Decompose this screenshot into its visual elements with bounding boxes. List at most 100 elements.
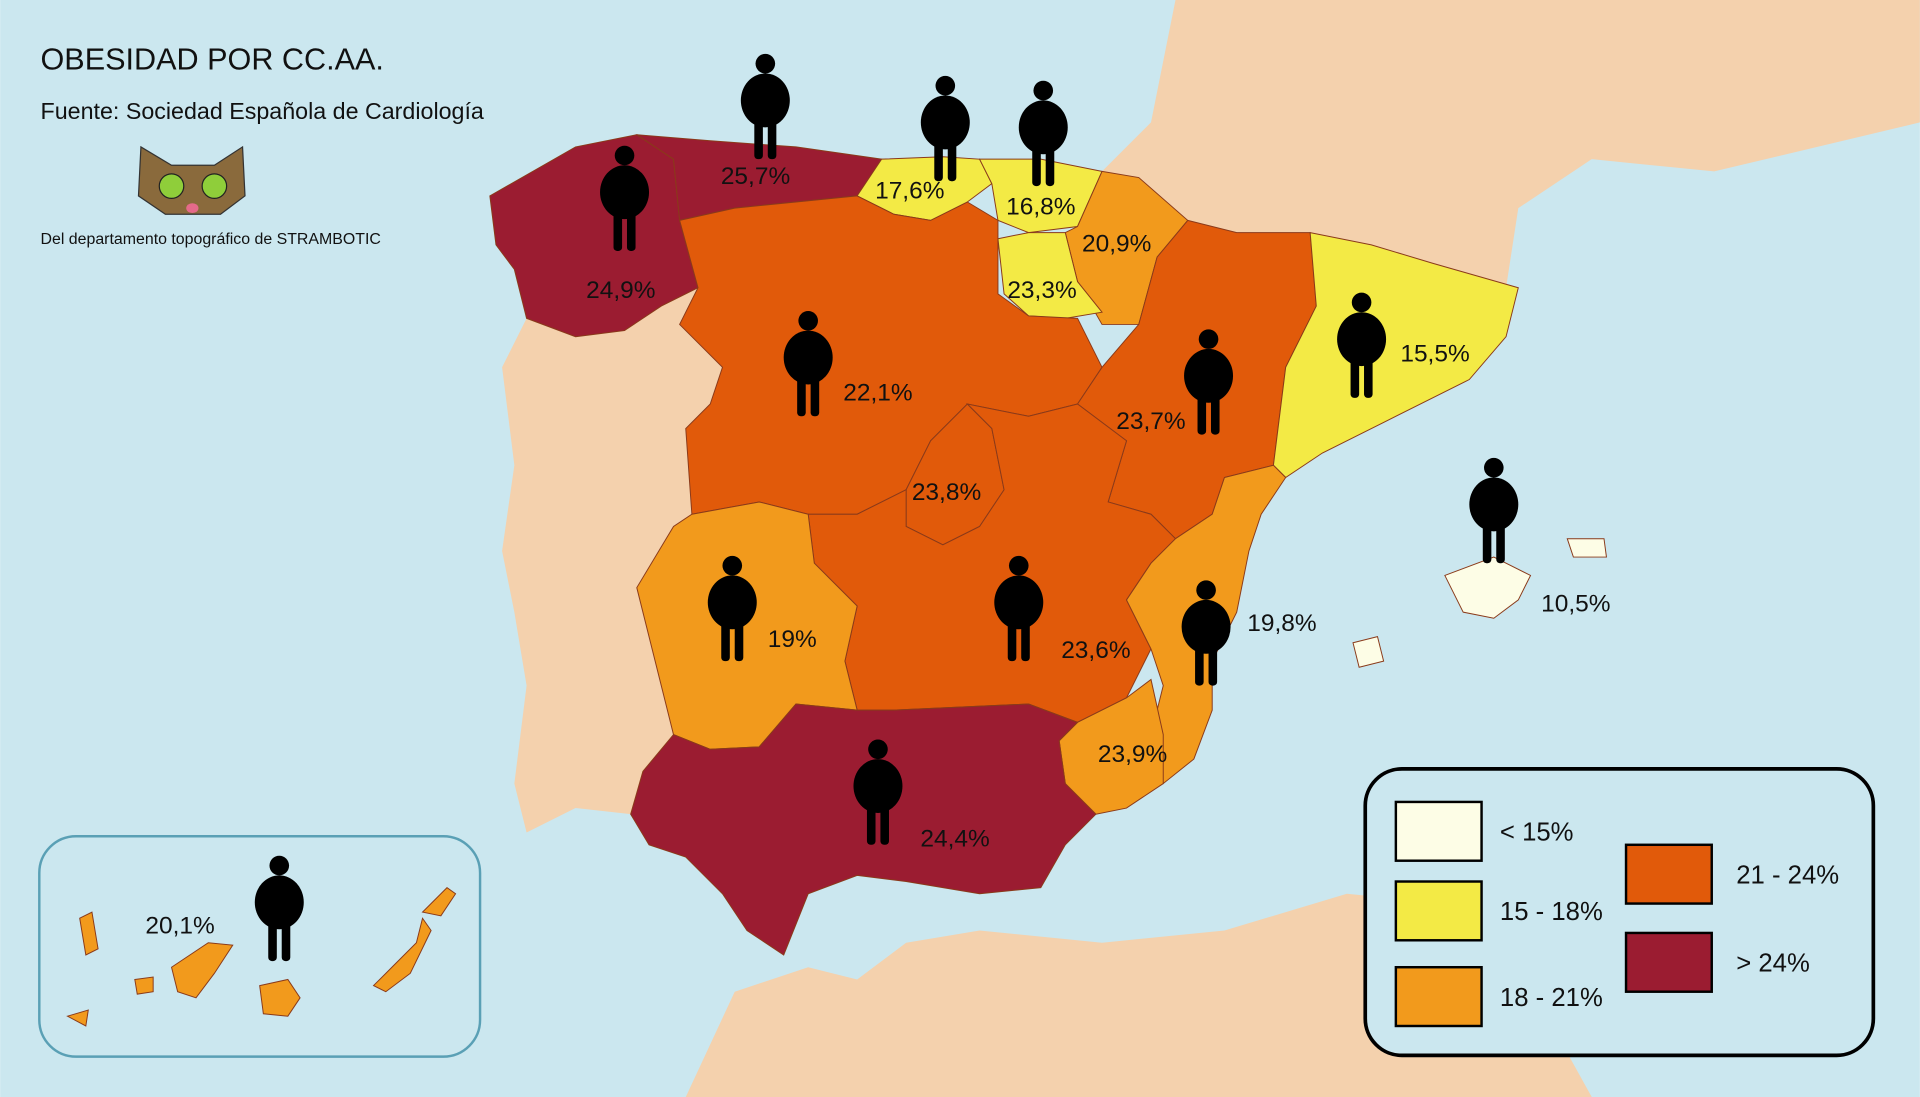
icon-leg [934,142,943,182]
icon-leg [1032,146,1041,187]
region [259,978,301,1017]
cat-logo [137,145,246,215]
icon-leg [734,621,744,662]
region-label: 15,5% [1400,341,1469,368]
icon-body [707,575,757,630]
region [134,976,154,995]
icon-head [1008,555,1029,576]
legend-label: 21 - 24% [1736,861,1839,889]
region [170,942,234,999]
icon-leg [1208,646,1218,686]
canarias-inset [38,834,482,1058]
icon-leg [1045,146,1055,187]
icon-leg [1482,524,1492,564]
region [1566,538,1608,558]
icon-leg [947,142,957,182]
person-icon [707,555,757,662]
legend-label: 18 - 21% [1500,984,1603,1012]
icon-body [1469,477,1519,532]
region-label: 23,3% [1007,277,1076,304]
icon-leg [1007,621,1017,662]
person-icon [994,555,1044,662]
region-label: 22,1% [843,380,912,407]
icon-leg [1496,524,1505,564]
region-label: 10,5% [1541,590,1610,617]
icon-head [755,53,776,74]
icon-leg [1210,395,1220,435]
region-label: 23,6% [1061,637,1130,664]
legend-label: > 24% [1736,950,1810,978]
icon-head [1351,292,1372,313]
region-label: 20,9% [1082,230,1151,257]
person-icon [1184,329,1234,435]
icon-leg [810,377,820,417]
title: OBESIDAD POR CC.AA. [41,42,384,76]
icon-leg [797,377,806,417]
legend-swatch [1394,880,1483,942]
icon-leg [1197,395,1207,435]
person-icon [740,53,790,160]
icon-leg [613,211,623,251]
icon-body [1184,348,1234,403]
icon-leg [721,621,730,662]
legend-label: 15 - 18% [1500,898,1603,926]
icon-head [1484,457,1504,478]
icon-leg [880,805,889,845]
person-icon [1181,580,1231,686]
region-label: 17,6% [875,178,944,205]
region-label: 19,8% [1247,610,1316,637]
icon-head [1033,80,1054,101]
icon-leg [268,921,277,962]
icon-body [1018,100,1068,155]
person-icon [783,310,833,417]
person-icon [920,75,970,182]
icon-body [740,73,790,128]
icon-head [1198,329,1219,349]
legend-swatch [1394,965,1483,1028]
icon-leg [866,805,876,845]
region-label: 23,9% [1098,741,1167,768]
icon-leg [626,211,636,251]
icon-head [935,75,956,96]
icon-body [600,165,650,220]
region [372,917,432,993]
region [1352,636,1385,668]
person-icon [1469,457,1519,564]
france [1102,0,1920,288]
person-icon [1337,292,1387,398]
icon-body [783,330,833,385]
icon-body [920,95,970,150]
region-label: 24,9% [586,277,655,304]
icon-head [1196,580,1216,600]
icon-leg [1195,646,1204,686]
icon-body [853,759,903,813]
icon-head [614,145,635,166]
region-label: 19% [768,626,817,653]
person-icon [853,739,903,845]
region [1064,170,1189,325]
region-label: 16,8% [1006,194,1075,221]
legend-swatch [1624,931,1713,993]
legend-swatch [1394,800,1483,862]
region [1272,232,1519,479]
person-icon [1018,80,1068,187]
icon-body [1337,312,1387,367]
region-label: 23,7% [1116,408,1185,435]
legend-swatch [1624,843,1713,905]
region-label: 23,8% [912,479,981,506]
person-icon [600,145,650,251]
region [997,232,1103,319]
region [630,703,1097,956]
region [79,911,99,956]
portugal [502,287,723,833]
region-label: 20,1% [145,912,214,939]
icon-leg [1364,358,1373,398]
person-icon [254,855,304,962]
region [66,1009,89,1027]
region-label: 24,4% [920,825,989,852]
icon-body [994,575,1044,630]
credit: Del departamento topográfico de STRAMBOT… [41,231,381,248]
icon-head [798,310,818,331]
icon-leg [1021,621,1030,662]
